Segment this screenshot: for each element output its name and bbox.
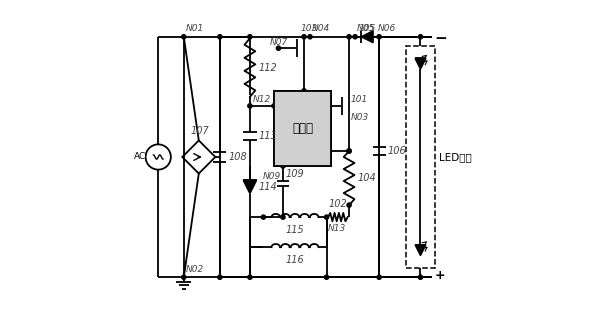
Text: N07: N07 — [270, 38, 289, 47]
Text: 116: 116 — [286, 255, 304, 265]
Circle shape — [248, 104, 252, 108]
Circle shape — [347, 149, 351, 153]
Text: 102: 102 — [329, 199, 347, 209]
Text: 108: 108 — [228, 152, 247, 162]
Circle shape — [248, 35, 252, 39]
Bar — [274, 91, 331, 166]
Text: 控制器: 控制器 — [292, 122, 313, 135]
Circle shape — [302, 89, 306, 93]
Text: N12: N12 — [253, 95, 271, 104]
Text: LED负载: LED负载 — [439, 152, 472, 162]
Text: 107: 107 — [191, 126, 210, 136]
Circle shape — [281, 164, 285, 168]
Text: +: + — [434, 269, 445, 282]
Circle shape — [324, 215, 329, 219]
Text: 113: 113 — [258, 131, 277, 141]
Circle shape — [353, 35, 357, 39]
Polygon shape — [415, 245, 426, 256]
Text: 104: 104 — [358, 173, 376, 183]
Text: N06: N06 — [378, 24, 396, 33]
Circle shape — [276, 46, 281, 50]
Text: 控制器: 控制器 — [292, 122, 313, 135]
Circle shape — [302, 35, 306, 39]
Text: −: − — [434, 31, 447, 46]
Polygon shape — [243, 180, 257, 194]
Circle shape — [218, 35, 222, 39]
Circle shape — [308, 35, 312, 39]
Text: N09: N09 — [263, 172, 281, 181]
Circle shape — [182, 275, 186, 279]
Text: N03: N03 — [350, 113, 369, 122]
Text: N02: N02 — [186, 265, 204, 274]
Circle shape — [377, 35, 381, 39]
Text: 114: 114 — [258, 182, 277, 192]
Circle shape — [261, 215, 266, 219]
Text: 101: 101 — [350, 95, 368, 104]
Bar — [406, 46, 435, 268]
Circle shape — [419, 35, 422, 39]
Circle shape — [324, 275, 329, 279]
Polygon shape — [361, 31, 373, 43]
Text: 103: 103 — [301, 24, 318, 33]
Text: AC: AC — [134, 152, 146, 161]
Circle shape — [248, 275, 252, 279]
Circle shape — [182, 35, 186, 39]
Text: N04: N04 — [312, 24, 330, 33]
Text: 106: 106 — [388, 146, 407, 156]
Text: N13: N13 — [327, 224, 345, 233]
Circle shape — [218, 275, 222, 279]
Text: 112: 112 — [258, 62, 277, 73]
Circle shape — [377, 275, 381, 279]
Text: 105: 105 — [358, 24, 375, 33]
Circle shape — [272, 104, 276, 108]
Circle shape — [347, 35, 351, 39]
Circle shape — [347, 203, 351, 207]
Text: N05: N05 — [356, 24, 375, 33]
Text: N01: N01 — [186, 24, 204, 33]
Bar — [274, 91, 331, 166]
Text: 115: 115 — [286, 225, 304, 235]
Text: 109: 109 — [286, 169, 305, 179]
Circle shape — [347, 149, 351, 153]
Circle shape — [281, 215, 285, 219]
Circle shape — [419, 275, 422, 279]
Polygon shape — [415, 58, 426, 69]
